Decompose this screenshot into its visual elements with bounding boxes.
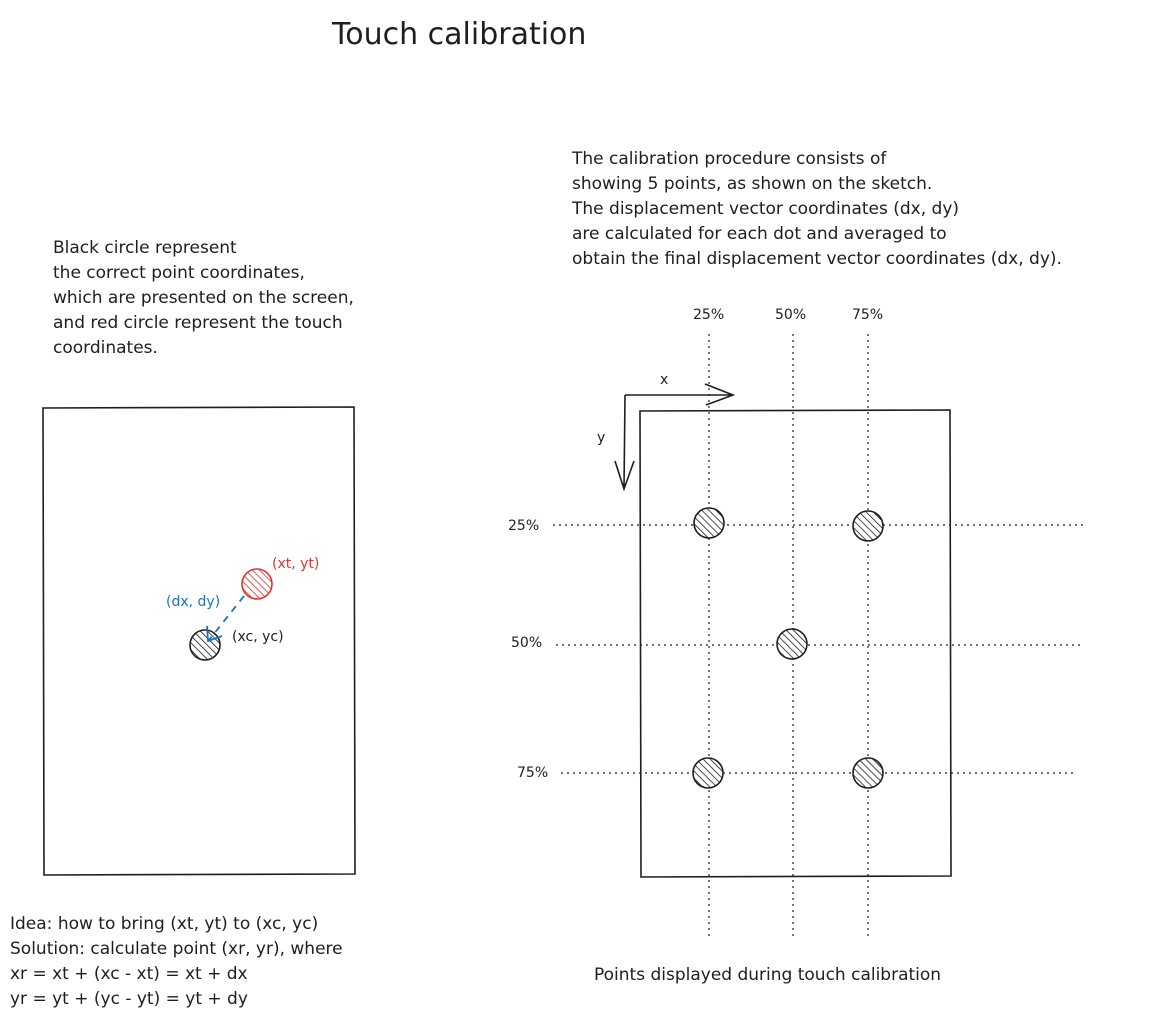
column-label-75: 75% xyxy=(852,307,883,323)
calibration-point-top-left xyxy=(693,507,725,539)
correct-point-label: (xc, yc) xyxy=(232,629,284,645)
correct-point-circle xyxy=(189,629,221,661)
calibration-caption: Points displayed during touch calibratio… xyxy=(594,965,941,985)
row-label-50: 50% xyxy=(511,635,542,651)
left-note-line: and red circle represent the touch xyxy=(53,313,343,333)
right-note-line: showing 5 points, as shown on the sketch… xyxy=(572,174,932,194)
right-note-line: The calibration procedure consists of xyxy=(571,149,887,169)
row-label-75: 75% xyxy=(517,765,548,781)
y-axis-arrow xyxy=(614,394,635,492)
left-screen-sketch: (xt, yt) (xc, yc) (dx, dy) xyxy=(42,406,356,876)
right-calibration-sketch: 25% 50% 75% 25% 50% 75% x y Points displ… xyxy=(508,307,1085,985)
idea-line: Solution: calculate point (xr, yr), wher… xyxy=(10,939,343,959)
right-note-line: are calculated for each dot and averaged… xyxy=(572,224,947,244)
touch-point-label: (xt, yt) xyxy=(272,556,319,572)
displacement-vector xyxy=(208,595,245,641)
left-note-line: coordinates. xyxy=(53,338,158,358)
right-screen-frame xyxy=(639,409,952,878)
idea-line: Idea: how to bring (xt, yt) to (xc, yc) xyxy=(10,914,318,934)
y-axis-label: y xyxy=(597,430,605,446)
left-note-line: which are presented on the screen, xyxy=(53,288,354,308)
row-label-25: 25% xyxy=(508,518,539,534)
x-axis-label: x xyxy=(660,372,668,388)
idea-line: yr = yt + (yc - yt) = yt + dy xyxy=(10,989,248,1009)
right-note-line: The displacement vector coordinates (dx,… xyxy=(571,199,959,219)
column-label-25: 25% xyxy=(693,307,724,323)
left-note-line: the correct point coordinates, xyxy=(53,263,305,283)
idea-line: xr = xt + (xc - xt) = xt + dx xyxy=(10,964,248,984)
left-screen-frame xyxy=(42,406,356,876)
calibration-point-top-right xyxy=(852,510,884,542)
calibration-point-bottom-right xyxy=(852,757,884,789)
left-note-line: Black circle represent xyxy=(53,238,237,258)
page-title: Touch calibration xyxy=(331,17,586,52)
displacement-vector-label: (dx, dy) xyxy=(166,594,220,610)
calibration-point-center xyxy=(776,628,808,660)
calibration-point-bottom-left xyxy=(692,757,724,789)
right-note: The calibration procedure consists of sh… xyxy=(571,149,1062,269)
touch-point-circle xyxy=(241,568,273,600)
left-note: Black circle represent the correct point… xyxy=(53,238,354,358)
idea-block: Idea: how to bring (xt, yt) to (xc, yc) … xyxy=(10,914,343,1009)
x-axis-arrow xyxy=(625,383,736,406)
column-label-50: 50% xyxy=(775,307,806,323)
displacement-arrow-head xyxy=(206,625,223,643)
right-note-line: obtain the final displacement vector coo… xyxy=(572,249,1062,269)
